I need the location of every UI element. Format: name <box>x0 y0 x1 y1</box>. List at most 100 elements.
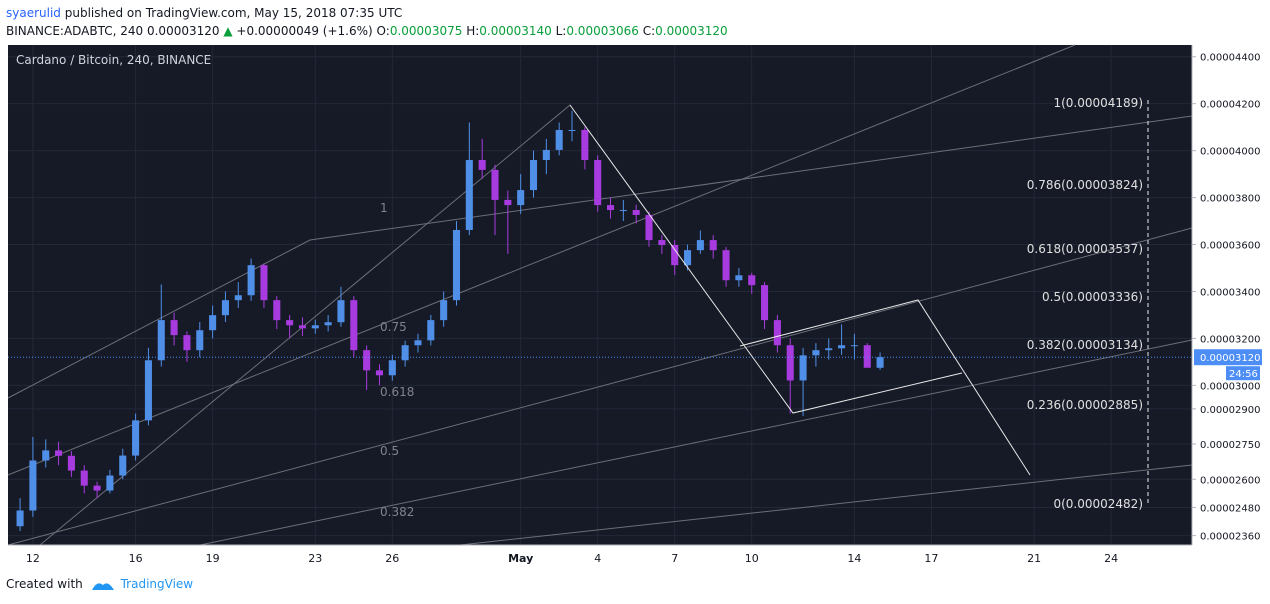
axes: 0.00004400 0.00004200 0.00004000 0.00003800… <box>8 45 1270 565</box>
x-tick-label: 19 <box>206 552 220 565</box>
candle-body <box>709 240 717 251</box>
y-tick-label: 0.00004000 <box>1200 147 1260 158</box>
symbol-line: BINANCE:ADABTC, 240 0.00003120 ▲ +0.0000… <box>6 22 728 40</box>
l-label: L: <box>555 24 567 38</box>
x-tick-label: 14 <box>847 552 861 565</box>
candle-body <box>80 470 88 486</box>
candle-body <box>93 485 101 491</box>
change: +0.00000049 (+1.6%) <box>236 24 373 38</box>
close: 0.00003120 <box>655 24 728 38</box>
candle-body <box>414 340 422 346</box>
x-tick-label: 7 <box>671 552 678 565</box>
fib-label: 0.5(0.00003336) <box>1042 290 1143 304</box>
candle-body <box>183 335 191 351</box>
fan-line <box>459 464 1193 546</box>
pitchfork <box>569 100 1149 505</box>
candle-body <box>786 345 794 381</box>
candle-body <box>684 250 692 266</box>
candle-body <box>106 475 114 491</box>
candle-body <box>761 285 769 321</box>
x-tick-label: 12 <box>26 552 40 565</box>
fib-label: 0.618(0.00003537) <box>1027 242 1143 256</box>
candle-body <box>144 360 152 421</box>
up-arrow: ▲ <box>223 24 233 38</box>
y-tick-label: 0.00003200 <box>1200 334 1260 345</box>
x-tick-label: 4 <box>594 552 601 565</box>
candle-body <box>619 210 627 212</box>
candle-body <box>29 460 37 511</box>
y-tick-label: 0.00002600 <box>1200 475 1260 486</box>
low: 0.00003066 <box>566 24 639 38</box>
candle-body <box>748 275 756 286</box>
fan-label: 0.75 <box>380 320 407 334</box>
y-tick-label: 0.00003000 <box>1200 381 1260 392</box>
plot-bg <box>8 45 1192 545</box>
c-label: C: <box>642 24 656 38</box>
candle-body <box>568 129 576 131</box>
candle-body <box>170 320 178 336</box>
candle-body <box>67 455 75 471</box>
candle-body <box>311 325 319 329</box>
h-label: H: <box>466 24 480 38</box>
candle-body <box>350 300 358 351</box>
candle-body <box>375 370 384 376</box>
created: Created with <box>6 577 83 591</box>
candle-body <box>735 275 743 281</box>
open: 0.00003075 <box>389 24 463 38</box>
candle-body <box>517 190 525 206</box>
candle-body <box>465 160 473 230</box>
candle-body <box>478 160 486 170</box>
fib-label: 1(0.00004189) <box>1053 96 1143 110</box>
fan-line <box>7 44 1076 476</box>
candles <box>8 110 1192 531</box>
candle-body <box>773 320 781 346</box>
author[interactable]: syaerulid <box>6 6 61 20</box>
y-tick-label: 0.00003800 <box>1200 194 1260 205</box>
candle-body <box>606 205 615 211</box>
candle-body <box>542 149 550 161</box>
fan-line <box>7 115 1193 399</box>
grid <box>8 45 1192 545</box>
candle-body <box>812 350 820 356</box>
candle-body <box>273 300 281 321</box>
candle-body <box>132 420 140 456</box>
fan-lines <box>7 44 1193 546</box>
candle-body <box>42 450 50 461</box>
publish-line: syaerulid published on TradingView.com, … <box>6 4 728 22</box>
candle-body <box>529 160 538 191</box>
candle-body <box>671 245 679 266</box>
candle-body <box>55 450 63 456</box>
brand[interactable]: TradingView <box>120 577 194 591</box>
candle-body <box>632 210 640 215</box>
logo <box>92 583 114 590</box>
candle-body <box>298 325 306 329</box>
fan-label: 1 <box>380 201 388 215</box>
x-tick-label: 24 <box>1104 552 1118 565</box>
candle-body <box>863 345 871 368</box>
candle-body <box>581 129 589 161</box>
footer: Created with TradingView <box>6 577 193 591</box>
y-tick-label: 0.00004400 <box>1200 53 1260 64</box>
candle-body <box>594 160 602 206</box>
y-tick-label: 0.00002360 <box>1200 532 1260 543</box>
x-tick-label: 21 <box>1027 552 1041 565</box>
y-tick-label: 0.00002750 <box>1200 440 1260 451</box>
logo-cloud <box>92 583 114 590</box>
fib-label: 0.786(0.00003824) <box>1027 178 1143 192</box>
last: 0.00003120 <box>146 24 220 38</box>
chart-title: Cardano / Bitcoin, 240, BINANCE <box>16 53 211 67</box>
header: syaerulid published on TradingView.com, … <box>6 4 728 40</box>
price-axis-bg <box>1192 45 1270 545</box>
fib-label: 0(0.00002482) <box>1053 497 1143 511</box>
fan-label: 0.382 <box>380 505 414 519</box>
last-price-tag <box>1194 349 1262 366</box>
candle-body <box>491 169 499 200</box>
candle-body <box>157 320 165 361</box>
symbol: BINANCE:ADABTC, 240 <box>6 24 144 38</box>
candle-body <box>645 214 653 241</box>
x-tick-label: 10 <box>745 552 759 565</box>
candle-body <box>838 345 846 349</box>
candle-body <box>696 240 704 251</box>
candle-body <box>799 355 807 381</box>
